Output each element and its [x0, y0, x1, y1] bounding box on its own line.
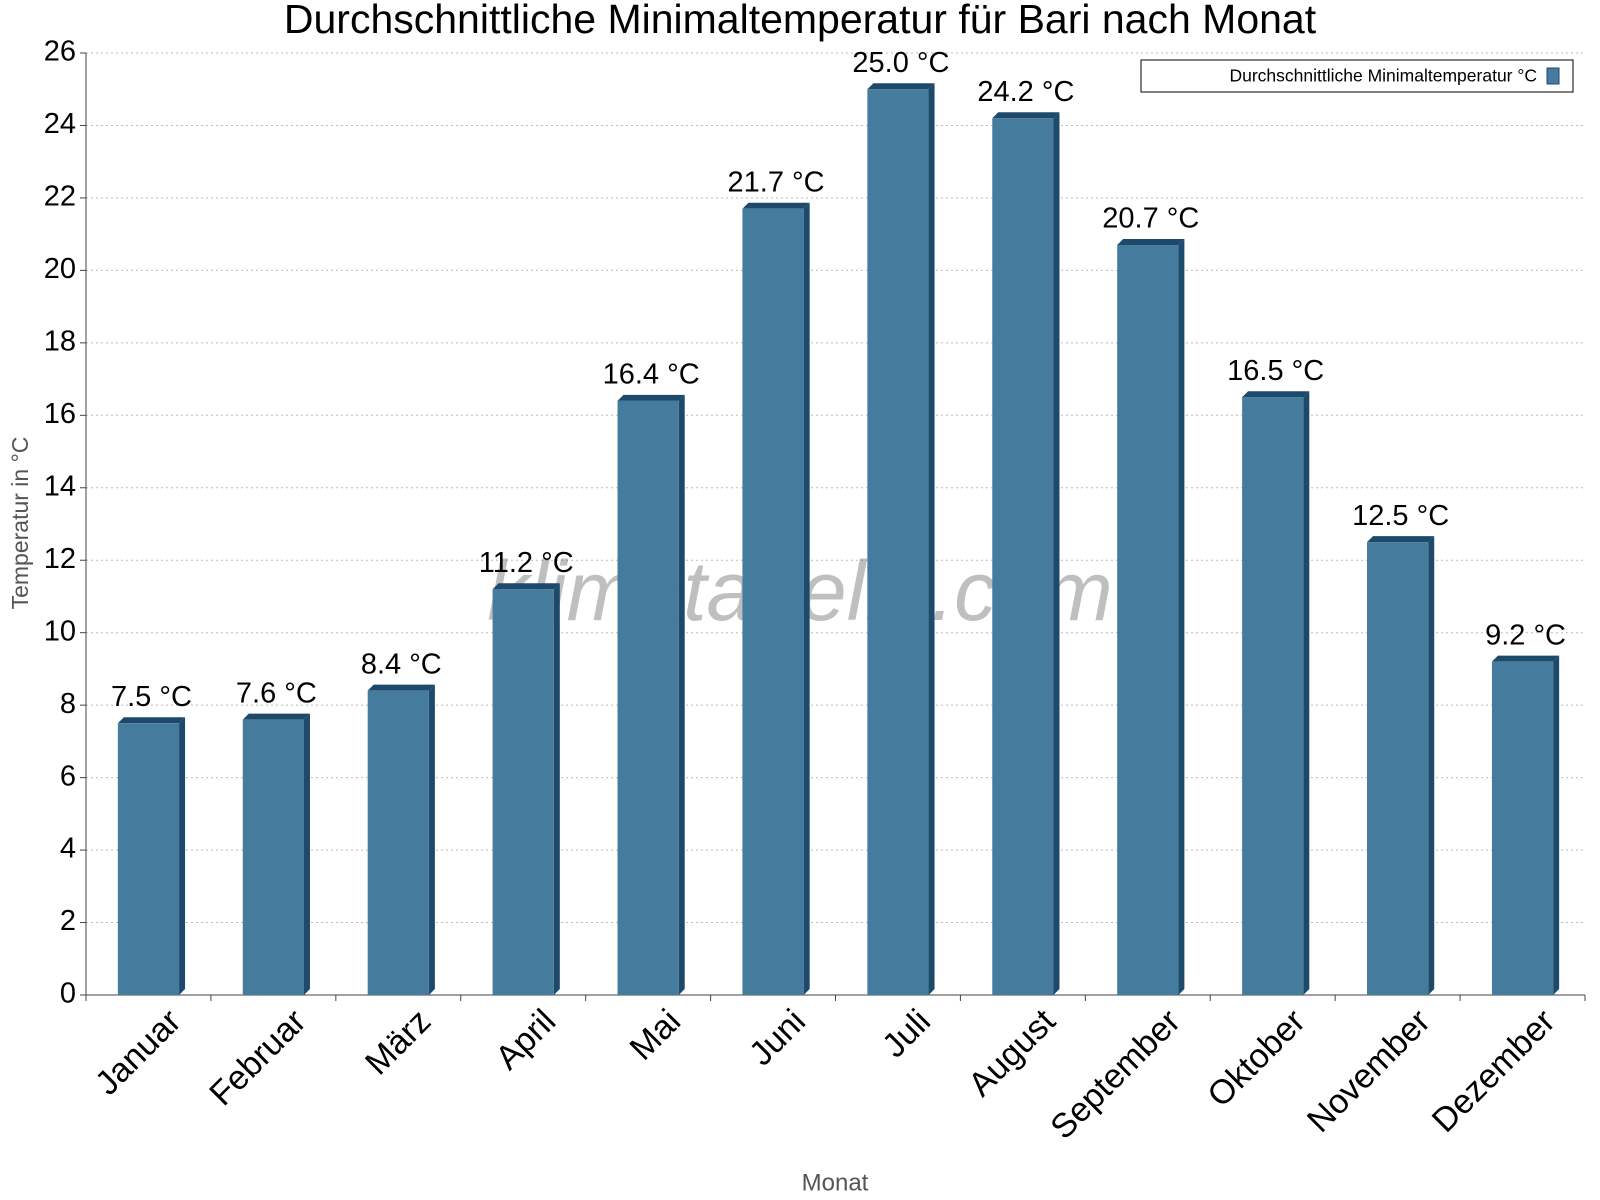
bar — [1242, 397, 1304, 995]
value-label: 16.5 °C — [1227, 355, 1324, 387]
y-tick-label: 24 — [44, 108, 76, 140]
y-tick-label: 26 — [44, 36, 76, 68]
y-tick-label: 2 — [60, 905, 76, 937]
value-label: 12.5 °C — [1352, 500, 1449, 532]
bar-side — [553, 583, 560, 995]
value-label: 25.0 °C — [852, 47, 949, 79]
y-tick-label: 6 — [60, 760, 76, 792]
x-tick-label: August — [961, 1002, 1063, 1104]
x-tick-label: Januar — [88, 1002, 188, 1102]
bar-side — [1303, 391, 1310, 995]
bar-side — [303, 713, 310, 995]
value-label: 8.4 °C — [361, 648, 442, 680]
bar — [1117, 245, 1179, 995]
bar-side — [678, 394, 685, 995]
bar-side — [179, 717, 186, 995]
value-label: 24.2 °C — [977, 76, 1074, 108]
bar-top — [867, 83, 935, 90]
bar — [992, 118, 1054, 995]
bar-side — [428, 684, 435, 995]
bar-top — [1491, 655, 1560, 662]
bar — [242, 719, 304, 995]
value-label: 9.2 °C — [1485, 619, 1566, 651]
value-label: 7.5 °C — [111, 681, 192, 713]
y-tick-label: 20 — [44, 253, 76, 285]
bar — [742, 208, 804, 996]
y-tick-label: 8 — [60, 688, 76, 720]
bar-side — [1553, 655, 1560, 995]
bar-top — [367, 684, 435, 691]
y-tick-label: 10 — [44, 615, 76, 647]
bar — [1491, 661, 1554, 995]
x-tick-label: Juli — [875, 1002, 938, 1065]
value-label: 11.2 °C — [479, 547, 574, 579]
x-tick-label: Juni — [742, 1002, 813, 1073]
y-tick-label: 16 — [44, 398, 76, 430]
bar-side — [1053, 112, 1060, 995]
y-tick-label: 22 — [44, 181, 76, 213]
bar — [617, 400, 679, 995]
legend: Durchschnittliche Minimaltemperatur °C — [1140, 59, 1574, 93]
bar-top — [617, 394, 685, 401]
legend-box — [1140, 59, 1574, 93]
bar — [367, 690, 429, 995]
value-label: 21.7 °C — [728, 166, 825, 198]
x-tick-label: Februar — [202, 1002, 313, 1113]
bar-top — [992, 112, 1060, 119]
value-label: 7.6 °C — [236, 677, 317, 709]
x-tick-label: Oktober — [1200, 1002, 1312, 1114]
bar-top — [1117, 239, 1185, 246]
bar-top — [492, 583, 560, 590]
bar-top — [1242, 391, 1310, 398]
value-label: 16.4 °C — [603, 358, 700, 390]
legend-swatch — [1546, 67, 1560, 85]
y-tick-label: 0 — [60, 978, 76, 1010]
bar-side — [1178, 239, 1185, 995]
y-tick-label: 12 — [44, 543, 76, 575]
bar-top — [742, 202, 810, 209]
x-tick-label: Mai — [623, 1002, 689, 1068]
bar-side — [928, 83, 935, 995]
value-label: 20.7 °C — [1102, 203, 1199, 235]
y-tick-label: 18 — [44, 326, 76, 358]
y-tick-label: 4 — [60, 833, 76, 865]
bar-side — [1428, 536, 1435, 995]
x-tick-label: September — [1043, 1002, 1187, 1146]
x-tick-label: März — [358, 1002, 438, 1082]
bar — [1367, 542, 1429, 995]
bar — [117, 723, 180, 995]
bar — [492, 589, 554, 995]
x-axis-title: Monat — [802, 1169, 869, 1196]
bar-side — [803, 202, 810, 996]
bar-top — [242, 713, 310, 720]
bar-top — [1367, 536, 1435, 543]
x-tick-label: November — [1300, 1002, 1438, 1140]
y-axis-title: Temperatur in °C — [7, 437, 33, 610]
x-tick-label: Dezember — [1425, 1002, 1563, 1140]
x-tick-label: April — [488, 1002, 563, 1077]
legend-label: Durchschnittliche Minimaltemperatur °C — [1229, 66, 1537, 86]
y-tick-label: 14 — [44, 470, 76, 502]
bar-top — [117, 717, 186, 724]
bar — [867, 89, 929, 995]
chart-title: Durchschnittliche Minimaltemperatur für … — [284, 0, 1317, 42]
